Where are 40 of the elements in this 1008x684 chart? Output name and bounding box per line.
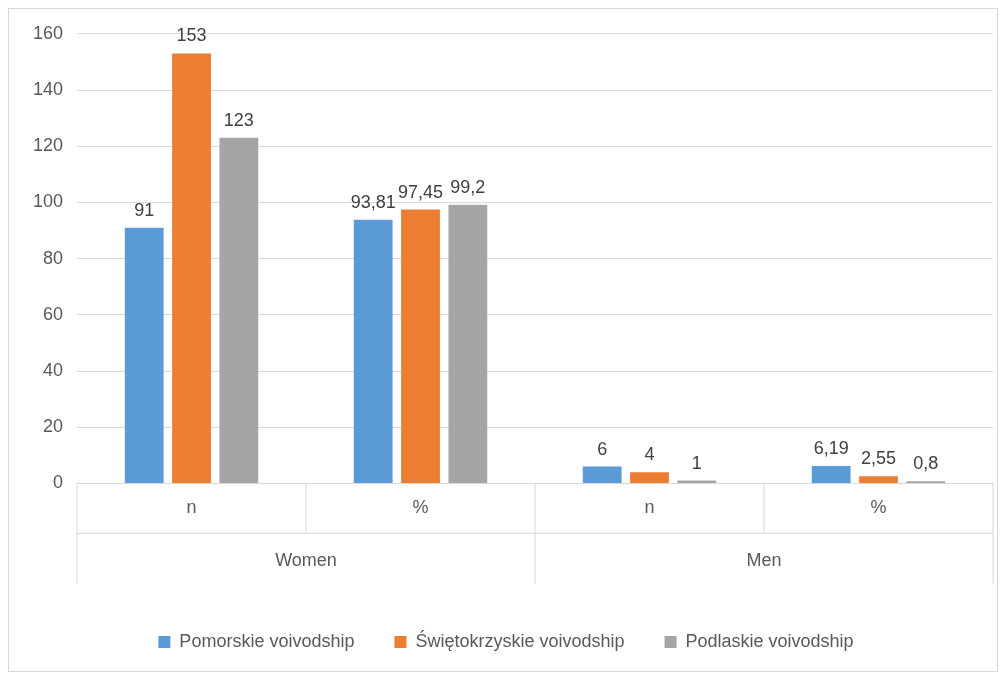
bar xyxy=(353,219,393,483)
x-tick-label: % xyxy=(412,497,429,518)
y-tick-label: 40 xyxy=(43,359,64,380)
data-label: 2,55 xyxy=(860,448,897,469)
text: Men xyxy=(746,550,782,571)
bar xyxy=(448,204,488,483)
y-tick-label: 120 xyxy=(32,135,64,156)
data-label: 91 xyxy=(134,199,155,220)
y-tick-label: 80 xyxy=(43,247,64,268)
data-label: 0,8 xyxy=(913,453,939,474)
data-label: 153 xyxy=(176,25,207,46)
legend-label: Podlaskie voivodship xyxy=(685,630,854,651)
legend-label: Świętokrzyskie voivodship xyxy=(415,629,625,651)
data-label: 4 xyxy=(644,444,655,465)
bar xyxy=(811,466,851,483)
y-tick-label: 160 xyxy=(32,22,64,43)
bar xyxy=(219,137,259,483)
data-label: 93,81 xyxy=(350,191,396,212)
y-tick-label: 20 xyxy=(43,416,64,437)
bar xyxy=(124,227,164,483)
y-tick-label: 100 xyxy=(32,191,64,212)
data-label: 97,45 xyxy=(398,181,444,202)
y-tick-label: 0 xyxy=(53,472,64,493)
data-label: 123 xyxy=(223,109,254,130)
data-label: 99,2 xyxy=(450,176,486,197)
y-tick-label: 140 xyxy=(32,78,64,99)
x-tick-label: n xyxy=(644,497,655,518)
text: Women xyxy=(275,550,337,571)
x-tick-label: % xyxy=(870,497,887,518)
bar xyxy=(582,466,622,483)
data-label: 6 xyxy=(597,438,608,459)
bar xyxy=(401,209,440,483)
data-label: 6,19 xyxy=(813,437,849,458)
bar xyxy=(630,472,669,483)
bar xyxy=(172,53,211,483)
legend-label: Pomorskie voivodship xyxy=(179,630,355,651)
x-tick-label: n xyxy=(186,497,197,518)
y-tick-label: 60 xyxy=(43,303,64,324)
bar xyxy=(859,476,898,483)
data-label: 1 xyxy=(691,452,702,473)
